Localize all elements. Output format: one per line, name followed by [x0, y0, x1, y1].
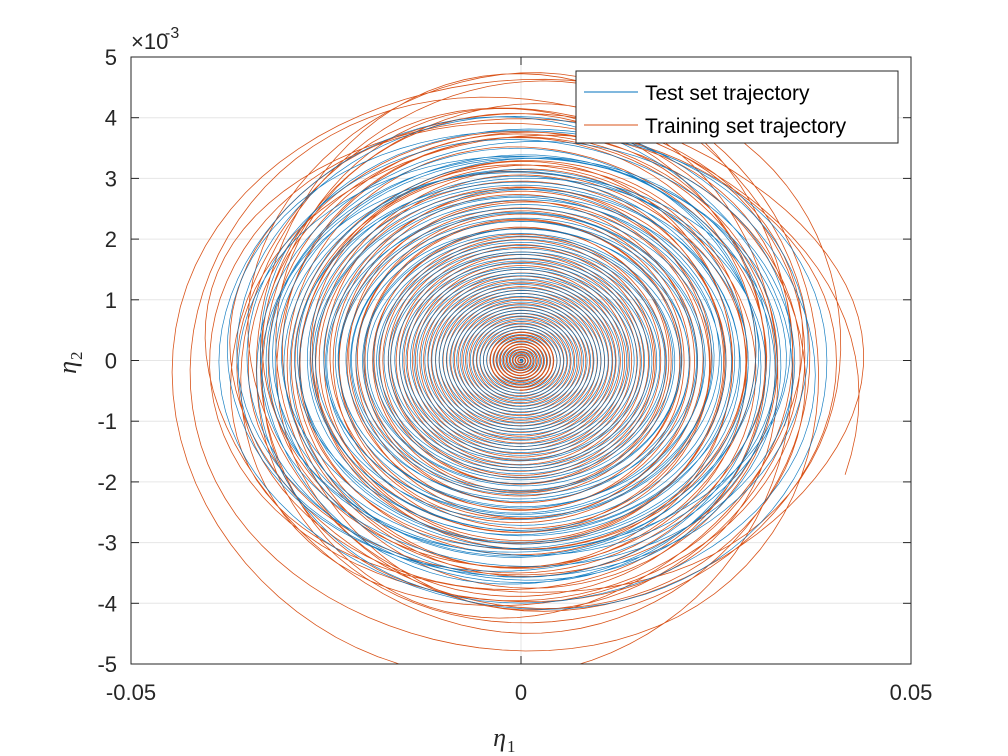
legend-label-test: Test set trajectory: [645, 82, 810, 105]
series-training-core: [489, 331, 555, 391]
x-axis-label-sub: 1: [507, 737, 516, 756]
y-tick-label: 4: [105, 106, 117, 131]
y-tick-label: -5: [97, 652, 117, 677]
y-tick-label: -2: [97, 470, 117, 495]
x-tick-label: -0.05: [106, 680, 156, 705]
series-layer: [171, 72, 864, 664]
x-axis-label-main: η: [493, 723, 506, 752]
series-test-line: [218, 116, 828, 610]
tick-labels: -0.05 0 0.05 -5 -4 -3 -2 -1 0 1 2 3 4 5: [97, 45, 932, 705]
y-tick-label: -1: [97, 409, 117, 434]
y-axis-label: η 2: [53, 352, 86, 374]
y-tick-label: -4: [97, 591, 117, 616]
tick-marks: [130, 56, 912, 665]
series-test-core: [519, 359, 524, 363]
y-tick-label: 2: [105, 227, 117, 252]
y-tick-label: -3: [97, 531, 117, 556]
y-tick-label: 5: [105, 45, 117, 70]
x-tick-label: 0.05: [890, 680, 933, 705]
y-exponent-label: ×10 -3: [131, 25, 179, 54]
y-exponent-base: ×10: [131, 29, 168, 54]
legend-label-training: Training set trajectory: [645, 115, 847, 138]
x-axis-label: η 1: [493, 723, 515, 756]
y-axis-label-sub: 2: [67, 352, 86, 361]
plot-area: -0.05 0 0.05 -5 -4 -3 -2 -1 0 1 2 3 4 5: [97, 45, 932, 705]
y-tick-label: 3: [105, 166, 117, 191]
legend-box: [575, 70, 899, 144]
y-tick-label: 0: [105, 349, 117, 374]
y-exponent-power: -3: [165, 25, 179, 42]
x-tick-label: 0: [515, 680, 527, 705]
legend: Test set trajectory Training set traject…: [575, 70, 899, 144]
y-axis-label-main: η: [53, 361, 82, 374]
y-tick-label: 1: [105, 288, 117, 313]
